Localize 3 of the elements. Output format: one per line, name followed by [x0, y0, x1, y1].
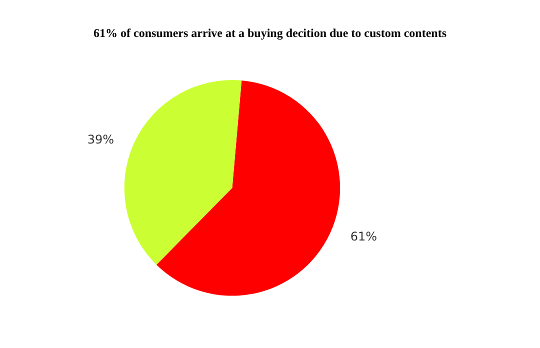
data-label: 39%: [87, 132, 114, 146]
chart-title: 61% of consumers arrive at a buying decition due to custom contents: [94, 26, 447, 40]
data-label: 61%: [350, 230, 378, 244]
